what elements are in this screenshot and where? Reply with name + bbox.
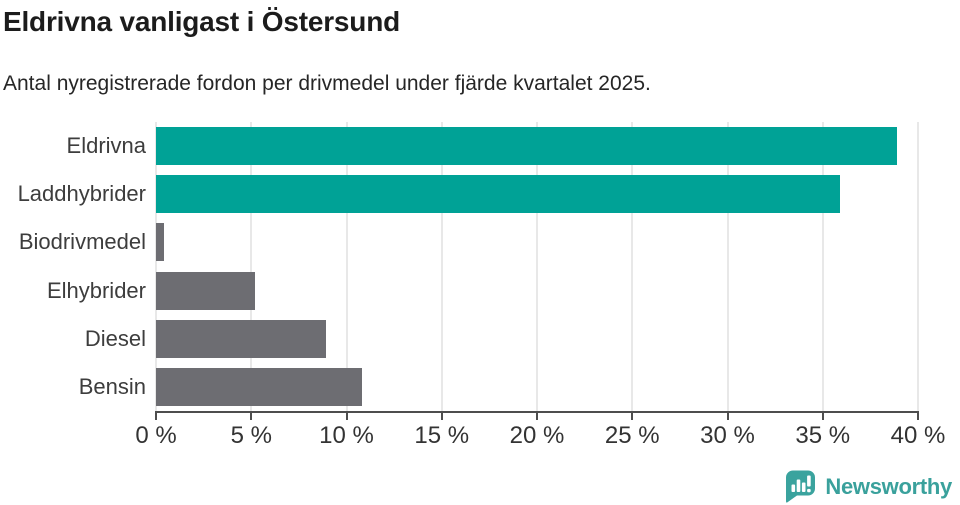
category-label: Eldrivna: [66, 133, 146, 158]
newsworthy-logo-icon: [786, 470, 816, 503]
x-axis-line: [155, 411, 919, 413]
category-label: Diesel: [84, 325, 146, 351]
gridline: [440, 122, 443, 411]
x-axis-tick-label: 35 %: [795, 422, 851, 449]
bar-biodrivmedel: [156, 223, 164, 262]
x-axis-tick: [345, 413, 348, 420]
gridline: [917, 122, 919, 411]
x-axis-tick-label: 30 %: [700, 422, 755, 449]
bar-elhybrider: [156, 271, 256, 310]
x-axis-tick: [155, 413, 157, 420]
bar-laddhybrider: [156, 175, 840, 214]
x-axis-tick: [821, 413, 824, 420]
bar-diesel: [156, 319, 326, 358]
category-label: Bensin: [78, 373, 146, 399]
y-axis-labels: Eldrivna Laddhybrider Biodrivmedel Elhybrid…: [0, 122, 146, 411]
gridline: [726, 122, 729, 411]
x-axis-tick-label: 40 %: [890, 422, 946, 449]
x-axis: 0 % 5 % 10 % 15 % 20 % 25 % 30 % 35 % 40 %: [135, 413, 945, 453]
x-axis-tick-label: 0 %: [135, 422, 177, 449]
gridline: [250, 122, 253, 411]
gridline: [631, 122, 634, 411]
x-axis-tick-label: 10 %: [319, 422, 374, 449]
bar-bensin: [156, 367, 362, 406]
plot-area: [155, 122, 919, 411]
x-axis-tick-label: 20 %: [509, 422, 565, 449]
x-axis-tick: [726, 413, 729, 420]
x-axis-tick-label: 5 %: [230, 422, 272, 449]
category-label: Laddhybrider: [17, 181, 146, 207]
bar-eldrivna: [156, 127, 898, 165]
gridline: [536, 122, 538, 411]
x-axis-tick: [250, 413, 253, 420]
category-label: Biodrivmedel: [18, 229, 146, 255]
brand-name: Newsworthy: [825, 473, 952, 499]
x-axis-tick: [536, 413, 538, 420]
brand-footer: Newsworthy: [784, 470, 952, 503]
gridline: [345, 122, 348, 411]
category-label: Elhybrider: [46, 277, 146, 303]
x-axis-tick-label: 25 %: [604, 422, 660, 449]
x-axis-tick: [440, 413, 443, 420]
gridline: [821, 122, 824, 411]
x-axis-tick: [631, 413, 634, 420]
chart-title: Eldrivna vanligast i Östersund: [3, 6, 401, 37]
x-axis-tick: [917, 413, 919, 420]
chart-subtitle: Antal nyregistrerade fordon per drivmede…: [3, 72, 651, 95]
gridline: [155, 122, 157, 411]
x-axis-tick-label: 15 %: [414, 422, 470, 449]
